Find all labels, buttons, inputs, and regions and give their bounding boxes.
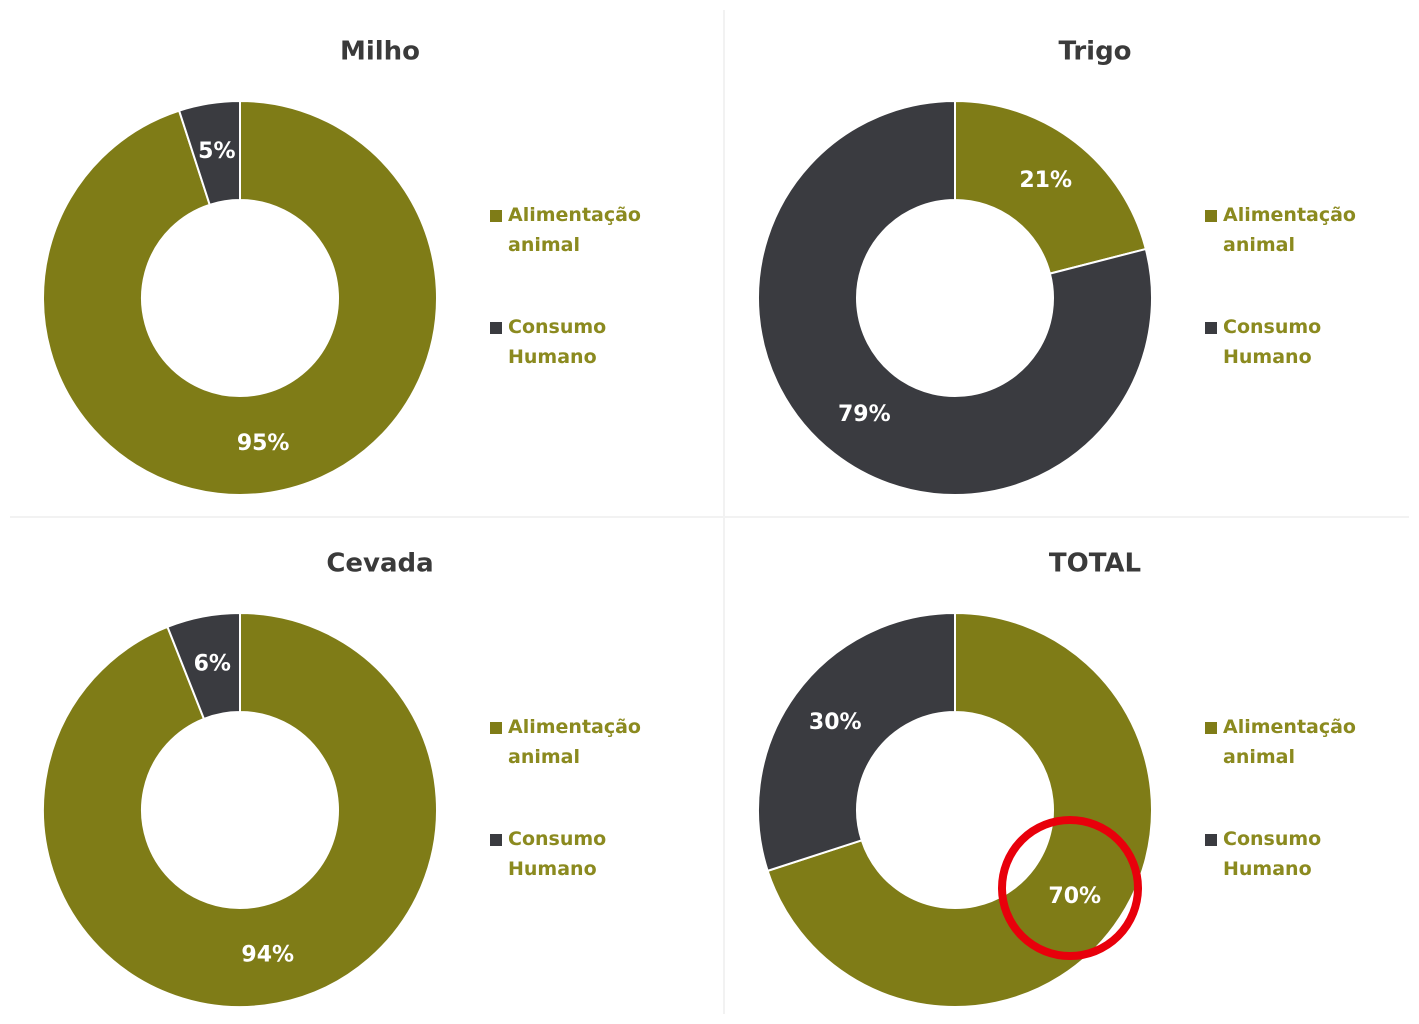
- legend-swatch: [490, 722, 502, 734]
- donut-slice: [42, 99, 438, 496]
- value-label: 5%: [198, 139, 235, 164]
- value-label: 30%: [809, 710, 862, 735]
- legend-label: Alimentação animal: [1223, 716, 1356, 768]
- legend-swatch: [490, 834, 502, 846]
- legend-item: Consumo Humano: [490, 824, 698, 884]
- chart-title: TOTAL: [1049, 549, 1141, 579]
- value-label: 95%: [237, 431, 290, 456]
- donut-slice: [757, 611, 956, 873]
- highlight-circle: [998, 816, 1142, 960]
- legend-label: Consumo Humano: [508, 316, 607, 368]
- value-label: 6%: [194, 652, 231, 677]
- donut-slice: [166, 611, 241, 721]
- donut-slice: [757, 99, 1153, 496]
- legend-label: Alimentação animal: [1223, 204, 1356, 256]
- legend-label: Consumo Humano: [1223, 316, 1322, 368]
- legend-label: Consumo Humano: [1223, 828, 1322, 880]
- legend-label: Consumo Humano: [508, 828, 607, 880]
- legend-swatch: [490, 210, 502, 222]
- legend-item: Alimentação animal: [490, 200, 698, 260]
- value-label: 21%: [1019, 168, 1072, 193]
- value-label: 79%: [838, 402, 891, 427]
- legend-item: Alimentação animal: [490, 712, 698, 772]
- legend-label: Alimentação animal: [508, 204, 641, 256]
- legend-item: Consumo Humano: [1205, 312, 1413, 372]
- legend-swatch: [1205, 210, 1217, 222]
- donut-slice: [177, 99, 241, 207]
- legend-item: Consumo Humano: [490, 312, 698, 372]
- legend-swatch: [1205, 722, 1217, 734]
- legend-swatch: [490, 322, 502, 334]
- value-label: 70%: [1048, 884, 1101, 909]
- legend-item: Alimentação animal: [1205, 712, 1413, 772]
- donut-slice: [42, 611, 438, 1008]
- legend-swatch: [1205, 834, 1217, 846]
- donut-slice: [954, 99, 1148, 275]
- legend-label: Alimentação animal: [508, 716, 641, 768]
- chart-title: Trigo: [1058, 37, 1131, 67]
- value-label: 94%: [241, 942, 294, 967]
- chart-title: Cevada: [326, 549, 433, 579]
- chart-title: Milho: [340, 37, 420, 67]
- legend-swatch: [1205, 322, 1217, 334]
- legend-item: Alimentação animal: [1205, 200, 1413, 260]
- legend-item: Consumo Humano: [1205, 824, 1413, 884]
